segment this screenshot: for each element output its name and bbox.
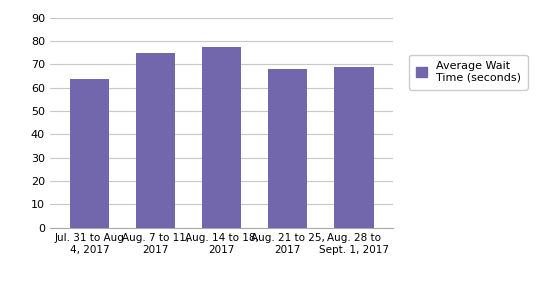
Bar [70, 79, 109, 228]
Bar [202, 47, 242, 228]
Bar [334, 67, 373, 228]
Bar [268, 69, 307, 228]
Legend: Average Wait
Time (seconds): Average Wait Time (seconds) [409, 55, 527, 90]
Bar [136, 53, 176, 228]
